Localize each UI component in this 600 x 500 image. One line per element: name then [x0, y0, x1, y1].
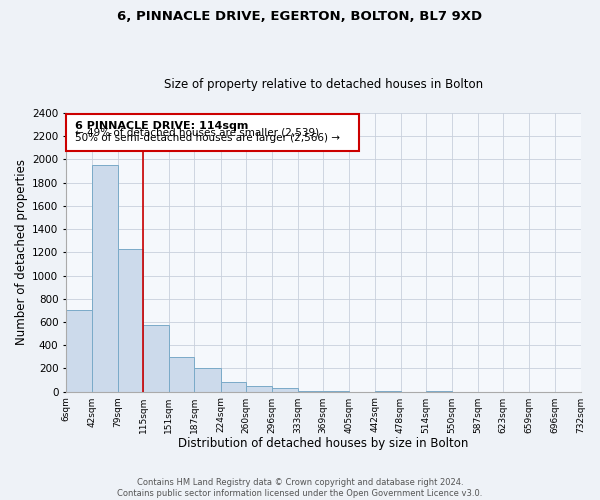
Text: 6 PINNACLE DRIVE: 114sqm: 6 PINNACLE DRIVE: 114sqm [74, 120, 248, 130]
Bar [323, 391, 349, 392]
Bar [298, 391, 323, 392]
Text: 6, PINNACLE DRIVE, EGERTON, BOLTON, BL7 9XD: 6, PINNACLE DRIVE, EGERTON, BOLTON, BL7 … [118, 10, 482, 23]
Bar [92, 165, 118, 392]
Bar [118, 249, 143, 392]
Bar [66, 310, 92, 392]
FancyBboxPatch shape [66, 114, 359, 152]
X-axis label: Distribution of detached houses by size in Bolton: Distribution of detached houses by size … [178, 437, 469, 450]
Bar [272, 388, 298, 392]
Text: ← 49% of detached houses are smaller (2,539): ← 49% of detached houses are smaller (2,… [74, 128, 319, 138]
Bar [169, 357, 194, 392]
Text: 50% of semi-detached houses are larger (2,566) →: 50% of semi-detached houses are larger (… [74, 134, 340, 143]
Title: Size of property relative to detached houses in Bolton: Size of property relative to detached ho… [164, 78, 483, 91]
Text: Contains HM Land Registry data © Crown copyright and database right 2024.
Contai: Contains HM Land Registry data © Crown c… [118, 478, 482, 498]
Bar [143, 325, 169, 392]
Y-axis label: Number of detached properties: Number of detached properties [15, 160, 28, 346]
Bar [246, 386, 272, 392]
Bar [221, 382, 246, 392]
Bar [426, 391, 452, 392]
Bar [375, 391, 401, 392]
Bar [194, 368, 221, 392]
